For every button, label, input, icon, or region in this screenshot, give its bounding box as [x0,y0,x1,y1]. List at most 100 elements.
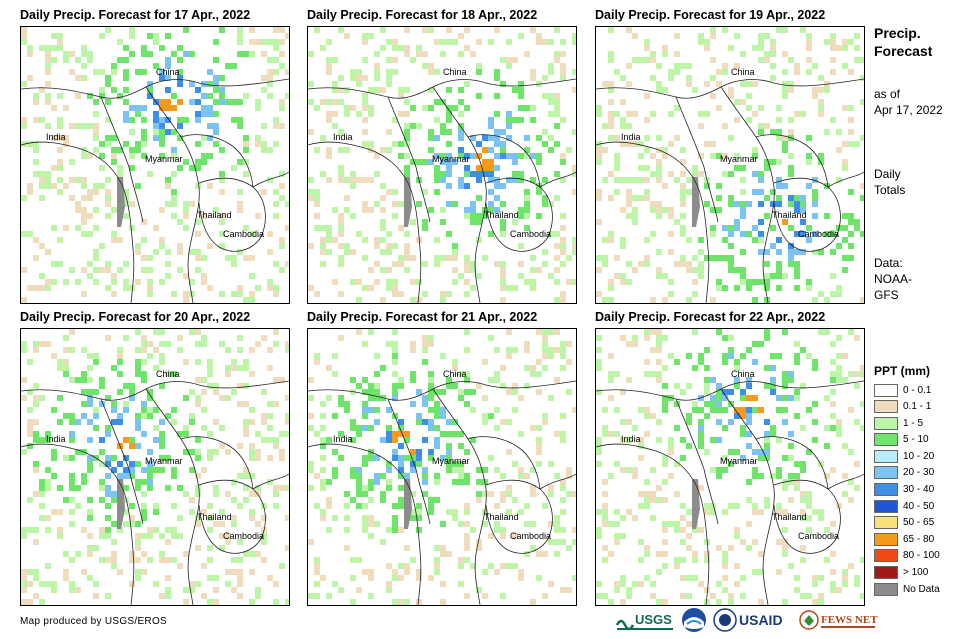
side-title-line1: Precip. [874,25,921,41]
country-label-myanmar: Myanmar [432,456,470,466]
legend-swatch [874,582,898,596]
country-label-india: India [333,434,353,444]
precip-map: China India Myanmar Thailand Cambodia [307,26,577,304]
as-of-value: Apr 17, 2022 [874,103,943,117]
country-label-china: China [731,369,755,379]
agency-logos: USGS USAID FEWS NET [615,606,879,634]
data-source: Data: NOAA- GFS [874,255,912,303]
legend-swatch [874,516,898,530]
legend-item: 1 - 5 [874,415,964,431]
legend-swatch [874,449,898,463]
country-label-india: India [621,434,641,444]
country-label-myanmar: Myanmar [720,456,758,466]
legend-item: 65 - 80 [874,531,964,547]
legend-item: No Data [874,581,964,597]
side-title-line2: Forecast [874,43,933,59]
legend-item: 10 - 20 [874,448,964,464]
panel-title: Daily Precip. Forecast for 19 Apr., 2022 [595,8,826,22]
legend-swatch [874,566,898,580]
precip-map: China India Myanmar Thailand Cambodia [595,26,865,304]
legend-swatch [874,383,898,397]
precip-field [308,27,576,303]
as-of-date: as of Apr 17, 2022 [874,86,943,118]
country-label-china: China [156,369,180,379]
totals-line2: Totals [874,183,906,197]
legend-label: No Data [903,583,940,595]
data-line3: GFS [874,288,899,302]
legend-swatch [874,549,898,563]
legend-swatch [874,416,898,430]
forecast-panel-3: Daily Precip. Forecast for 19 Apr., 2022… [595,8,865,310]
legend-swatch [874,499,898,513]
country-label-thailand: Thailand [484,210,519,220]
legend-label: 40 - 50 [903,500,935,512]
legend-item: 20 - 30 [874,465,964,481]
country-label-india: India [46,434,66,444]
country-label-cambodia: Cambodia [223,229,265,239]
country-label-thailand: Thailand [772,210,807,220]
precip-map: China India Myanmar Thailand Cambodia [20,26,290,304]
panel-title: Daily Precip. Forecast for 18 Apr., 2022 [307,8,538,22]
country-label-china: China [156,67,180,77]
legend-label: 0.1 - 1 [903,401,932,413]
forecast-panel-6: Daily Precip. Forecast for 22 Apr., 2022… [595,310,865,612]
legend-item: 80 - 100 [874,548,964,564]
country-label-myanmar: Myanmar [145,154,183,164]
country-label-india: India [621,132,641,142]
forecast-panel-5: Daily Precip. Forecast for 21 Apr., 2022… [307,310,577,612]
legend-label: 5 - 10 [903,434,929,446]
legend-item: 50 - 65 [874,515,964,531]
legend-item: 30 - 40 [874,482,964,498]
usgs-logo: USGS [615,607,675,633]
forecast-panel-4: Daily Precip. Forecast for 20 Apr., 2022… [20,310,290,612]
legend: PPT (mm) 0 - 0.1 0.1 - 1 1 - 5 5 - 10 10 - 2… [874,364,964,598]
precip-map: China India Myanmar Thailand Cambodia [20,328,290,606]
legend-swatch [874,400,898,414]
legend-swatch [874,466,898,480]
usaid-logo: USAID [713,607,793,633]
country-label-india: India [333,132,353,142]
legend-item: > 100 [874,565,964,581]
side-title: Precip. Forecast [874,24,932,60]
totals-note: Daily Totals [874,166,905,198]
precip-field [596,27,864,303]
country-label-myanmar: Myanmar [145,456,183,466]
country-label-cambodia: Cambodia [798,229,840,239]
legend-label: 20 - 30 [903,467,935,479]
country-label-thailand: Thailand [772,512,807,522]
usaid-logo-text: USAID [739,612,783,628]
country-label-china: China [443,67,467,77]
precip-field [596,329,864,605]
legend-label: 30 - 40 [903,484,935,496]
legend-label: 1 - 5 [903,417,924,429]
precip-map: China India Myanmar Thailand Cambodia [595,328,865,606]
data-line2: NOAA- [874,272,913,286]
legend-item: 5 - 10 [874,432,964,448]
country-label-cambodia: Cambodia [510,229,552,239]
legend-title: PPT (mm) [874,364,931,378]
country-label-thailand: Thailand [484,512,519,522]
noaa-logo-icon [681,607,707,633]
legend-swatch [874,532,898,546]
fewsnet-logo-text: FEWS NET [821,614,878,626]
precip-field [21,329,289,605]
country-label-cambodia: Cambodia [510,531,552,541]
legend-swatch [874,483,898,497]
forecast-panel-2: Daily Precip. Forecast for 18 Apr., 2022… [307,8,577,310]
credit-text: Map produced by USGS/EROS [20,616,168,627]
as-of-label: as of [874,87,901,101]
precip-field [21,27,289,303]
panel-title: Daily Precip. Forecast for 17 Apr., 2022 [20,8,251,22]
legend-swatch [874,433,898,447]
country-label-myanmar: Myanmar [432,154,470,164]
legend-label: 0 - 0.1 [903,384,932,396]
data-line1: Data: [874,256,903,270]
legend-label: > 100 [903,567,929,579]
country-label-china: China [443,369,467,379]
country-label-cambodia: Cambodia [223,531,265,541]
legend-label: 80 - 100 [903,550,940,562]
legend-label: 50 - 65 [903,517,935,529]
country-label-thailand: Thailand [197,512,232,522]
panel-title: Daily Precip. Forecast for 22 Apr., 2022 [595,310,826,324]
panel-title: Daily Precip. Forecast for 21 Apr., 2022 [307,310,538,324]
